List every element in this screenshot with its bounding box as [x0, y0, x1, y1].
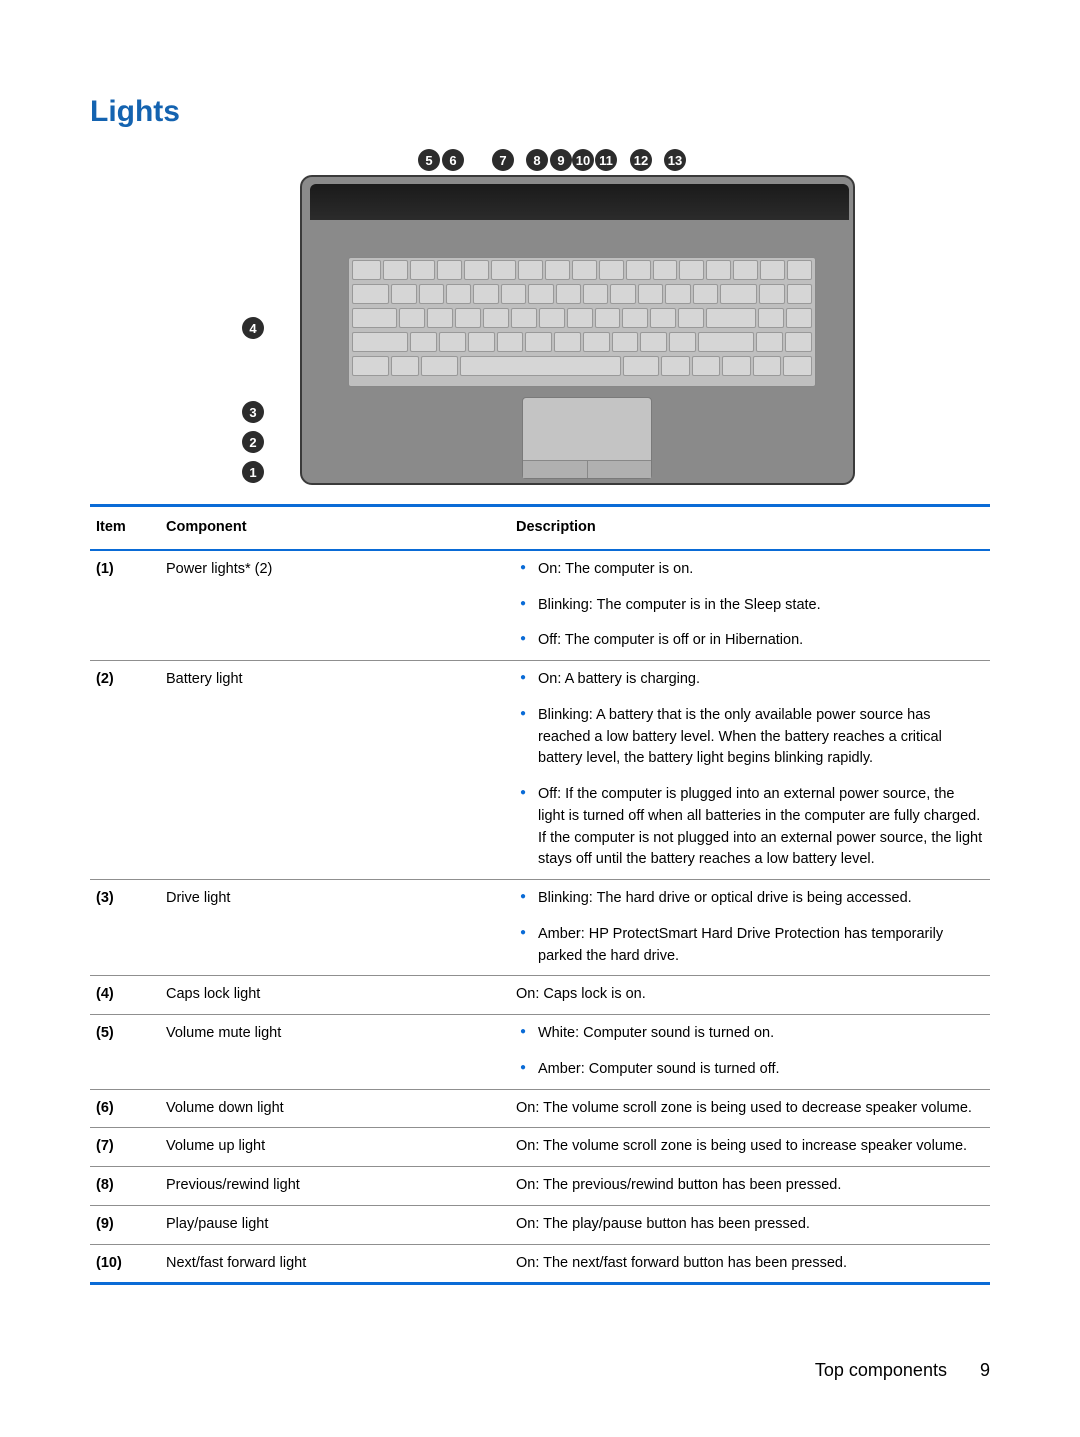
section-heading: Lights [90, 95, 990, 129]
table-row: (9)Play/pause light On: The play/pause bu… [90, 1205, 990, 1244]
callout-1: 1 [242, 461, 264, 483]
item-cell: (6) [90, 1089, 160, 1128]
table-row: (8)Previous/rewind light On: The previous… [90, 1167, 990, 1206]
item-cell: (8) [90, 1167, 160, 1206]
callout-2: 2 [242, 431, 264, 453]
th-component: Component [160, 507, 510, 550]
th-description: Description [510, 507, 990, 550]
description-bullet: Blinking: The hard drive or optical driv… [516, 888, 984, 910]
description-text: On: The next/fast forward button has bee… [516, 1253, 984, 1275]
description-cell: Blinking: The hard drive or optical driv… [510, 880, 990, 976]
footer-section: Top components [815, 1360, 947, 1380]
callout-10: 10 [572, 149, 594, 171]
component-cell: Volume mute light [160, 1015, 510, 1090]
description-bullet: White: Computer sound is turned on. [516, 1023, 984, 1045]
laptop-illustration [300, 175, 855, 485]
description-cell: White: Computer sound is turned on. Amber… [510, 1015, 990, 1090]
description-cell: On: Caps lock is on. [510, 976, 990, 1015]
description-text: On: The volume scroll zone is being used… [516, 1098, 984, 1120]
callout-9: 9 [550, 149, 572, 171]
table-row: (4)Caps lock light On: Caps lock is on. [90, 976, 990, 1015]
table-row: (2)Battery lightOn: A battery is chargin… [90, 661, 990, 880]
component-cell: Previous/rewind light [160, 1167, 510, 1206]
component-cell: Drive light [160, 880, 510, 976]
callout-5: 5 [418, 149, 440, 171]
callout-11: 11 [595, 149, 617, 171]
item-cell: (2) [90, 661, 160, 880]
table-row: (3)Drive light Blinking: The hard drive o… [90, 880, 990, 976]
component-cell: Battery light [160, 661, 510, 880]
item-cell: (3) [90, 880, 160, 976]
touchpad-illustration [522, 397, 652, 479]
page-footer: Top components 9 [815, 1360, 990, 1381]
item-cell: (4) [90, 976, 160, 1015]
description-bullet: On: The computer is on. [516, 559, 984, 581]
callout-3: 3 [242, 401, 264, 423]
table-row: (10)Next/fast forward light On: The next/… [90, 1244, 990, 1282]
description-cell: On: The volume scroll zone is being used… [510, 1089, 990, 1128]
description-text: On: The play/pause button has been press… [516, 1214, 984, 1236]
description-bullet: Amber: HP ProtectSmart Hard Drive Protec… [516, 924, 984, 968]
description-text: On: The previous/rewind button has been … [516, 1175, 984, 1197]
description-cell: On: The volume scroll zone is being used… [510, 1128, 990, 1167]
description-cell: On: The play/pause button has been press… [510, 1205, 990, 1244]
component-cell: Volume up light [160, 1128, 510, 1167]
component-cell: Volume down light [160, 1089, 510, 1128]
table-row: (7)Volume up light On: The volume scroll … [90, 1128, 990, 1167]
lights-figure: 4 3 2 1 5 6 7 8 9 10 11 12 13 [220, 145, 860, 490]
item-cell: (1) [90, 550, 160, 661]
description-bullet: Amber: Computer sound is turned off. [516, 1059, 984, 1081]
description-cell: On: The previous/rewind button has been … [510, 1167, 990, 1206]
table-row: (5)Volume mute lightWhite: Computer soun… [90, 1015, 990, 1090]
callout-6: 6 [442, 149, 464, 171]
item-cell: (5) [90, 1015, 160, 1090]
callout-8: 8 [526, 149, 548, 171]
description-bullet: Blinking: The computer is in the Sleep s… [516, 595, 984, 617]
description-bullet: Off: The computer is off or in Hibernati… [516, 630, 984, 652]
callout-7: 7 [492, 149, 514, 171]
description-bullet: Off: If the computer is plugged into an … [516, 784, 984, 871]
description-text: On: The volume scroll zone is being used… [516, 1136, 984, 1158]
callout-13: 13 [664, 149, 686, 171]
description-bullet: Blinking: A battery that is the only ava… [516, 705, 984, 770]
item-cell: (10) [90, 1244, 160, 1282]
callout-4: 4 [242, 317, 264, 339]
description-cell: On: A battery is charging. Blinking: A ba… [510, 661, 990, 880]
lights-table: Item Component Description (1)Power ligh… [90, 504, 990, 1285]
th-item: Item [90, 507, 160, 550]
item-cell: (9) [90, 1205, 160, 1244]
callout-12: 12 [630, 149, 652, 171]
component-cell: Power lights* (2) [160, 550, 510, 661]
table-row: (1)Power lights* (2)On: The computer is … [90, 550, 990, 661]
description-text: On: Caps lock is on. [516, 984, 984, 1006]
footer-page-number: 9 [980, 1360, 990, 1380]
component-cell: Caps lock light [160, 976, 510, 1015]
description-cell: On: The next/fast forward button has bee… [510, 1244, 990, 1282]
keyboard-illustration [348, 257, 816, 387]
description-cell: On: The computer is on. Blinking: The com… [510, 550, 990, 661]
table-row: (6)Volume down light On: The volume scrol… [90, 1089, 990, 1128]
component-cell: Next/fast forward light [160, 1244, 510, 1282]
description-bullet: On: A battery is charging. [516, 669, 984, 691]
component-cell: Play/pause light [160, 1205, 510, 1244]
item-cell: (7) [90, 1128, 160, 1167]
